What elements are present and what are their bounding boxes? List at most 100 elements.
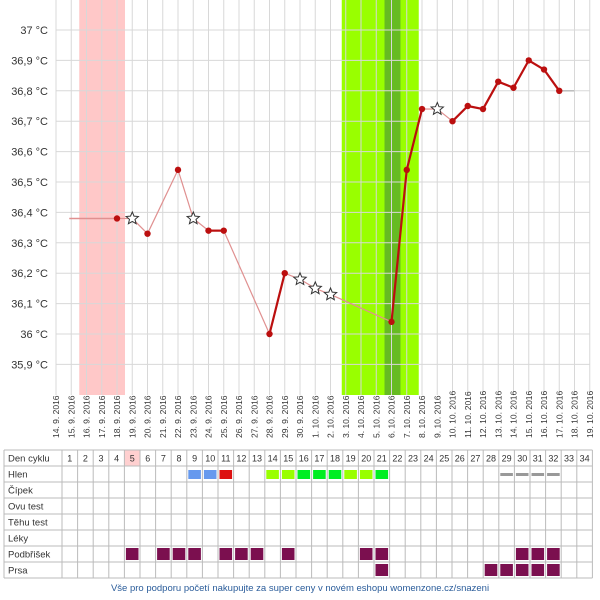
row-label: Léky: [8, 534, 28, 545]
y-tick-label: 36,1 °C: [11, 299, 48, 311]
cycle-day-number: 12: [236, 454, 246, 464]
data-point: [525, 57, 532, 64]
row-label: Čípek: [8, 486, 33, 497]
x-tick-label: 1. 10. 2016: [310, 395, 320, 438]
hlen-marker: [359, 470, 373, 479]
x-tick-label: 28. 9. 2016: [265, 395, 275, 438]
y-tick-label: 36,7 °C: [11, 116, 48, 128]
x-tick-label: 22. 9. 2016: [173, 395, 183, 438]
cycle-day-number: 17: [314, 454, 324, 464]
podbrisek-marker: [125, 548, 139, 560]
cycle-day-number: 8: [176, 454, 181, 464]
cycle-day-number: 24: [424, 454, 434, 464]
prsa-marker: [547, 564, 560, 576]
data-point: [510, 84, 517, 91]
series-segment: [177, 169, 194, 219]
x-tick-label: 15. 10. 2016: [524, 390, 534, 438]
footer-promo-link[interactable]: Vše pro podporu početí nakupujte za supe…: [110, 583, 490, 594]
y-tick-label: 35,9 °C: [11, 359, 48, 371]
data-point: [540, 66, 548, 73]
podbrisek-marker: [157, 548, 170, 560]
cycle-day-number: 21: [377, 454, 387, 464]
x-tick-label: 3. 10. 2016: [341, 395, 351, 438]
x-tick-label: 11. 10. 2016: [463, 391, 473, 438]
band-peak: [384, 0, 401, 395]
cycle-day-number: 23: [408, 454, 418, 464]
data-point-star: [307, 280, 323, 295]
data-point-star: [292, 271, 308, 286]
series-segment: [268, 272, 286, 335]
data-point: [403, 166, 410, 174]
cycle-day-number: 18: [330, 454, 340, 464]
hlen-marker: [313, 470, 326, 479]
row-label: Podbřišek: [8, 550, 50, 561]
podbrisek-marker: [250, 548, 264, 560]
y-tick-label: 36,5 °C: [11, 177, 48, 189]
data-point: [479, 105, 487, 113]
x-tick-label: 8. 10. 2016: [417, 395, 427, 438]
hlen-marker: [344, 470, 357, 479]
y-tick-label: 36,6 °C: [11, 147, 48, 159]
cycle-day-number: 4: [114, 454, 119, 464]
x-tick-label: 14. 9. 2016: [51, 395, 61, 438]
data-point: [449, 118, 456, 125]
cycle-day-number: 13: [252, 454, 262, 464]
cycle-day-number: 7: [161, 454, 166, 464]
hlen-marker: [188, 470, 201, 479]
data-point: [281, 270, 288, 277]
cycle-day-number: 20: [361, 454, 371, 464]
x-tick-label: 12. 10. 2016: [478, 390, 488, 438]
x-tick-label: 25. 9. 2016: [219, 395, 229, 438]
podbrisek-marker: [359, 548, 373, 560]
series-segment: [543, 68, 561, 92]
podbrisek-marker: [281, 548, 295, 560]
cycle-day-number: 31: [533, 454, 543, 464]
x-tick-label: 17. 9. 2016: [97, 395, 107, 438]
hlen-marker: [266, 470, 279, 479]
x-tick-label: 6. 10. 2016: [387, 395, 397, 438]
band-fertile-window: [341, 0, 419, 395]
cycle-day-number: 2: [83, 454, 88, 464]
prsa-marker: [531, 564, 545, 576]
cycle-day-number: 6: [145, 454, 150, 464]
cycle-day-number: 22: [392, 454, 402, 464]
data-point: [113, 215, 121, 222]
series-segment: [482, 81, 500, 110]
cycle-day-number: 11: [221, 454, 230, 464]
cycle-day-number: 33: [564, 454, 574, 464]
x-tick-label: 27. 9. 2016: [249, 395, 259, 438]
data-point: [418, 105, 426, 113]
x-tick-label: 20. 9. 2016: [143, 395, 153, 438]
cycle-day-number: 34: [580, 454, 590, 464]
cycle-day-number: 5: [130, 454, 135, 464]
hlen-marker: [515, 473, 529, 476]
x-tick-label: 24. 9. 2016: [204, 395, 214, 438]
y-tick-label: 37 °C: [20, 25, 48, 37]
x-tick-label: 15. 9. 2016: [66, 395, 76, 438]
prsa-marker: [375, 564, 389, 576]
data-point-star: [185, 210, 201, 225]
data-point: [144, 230, 151, 237]
x-tick-label: 7. 10. 2016: [402, 395, 412, 438]
x-tick-label: 16. 10. 2016: [539, 390, 549, 438]
cycle-day-number: 16: [299, 454, 309, 464]
x-tick-label: 10. 10. 2016: [448, 390, 458, 438]
podbrisek-marker: [515, 548, 529, 560]
cycle-day-number: 32: [548, 454, 558, 464]
series-segment: [223, 230, 271, 335]
data-point-star: [429, 101, 445, 116]
cycle-day-number: 3: [98, 454, 103, 464]
row-label: Těhu test: [8, 518, 48, 529]
data-point-star: [323, 286, 338, 301]
series-segment: [512, 59, 530, 89]
hlen-marker: [203, 470, 217, 479]
x-tick-label: 19. 9. 2016: [127, 395, 137, 438]
x-tick-label: 26. 9. 2016: [234, 395, 244, 438]
podbrisek-marker: [547, 548, 560, 560]
podbrisek-marker: [375, 548, 389, 560]
series-segment: [146, 169, 179, 234]
hlen-marker: [219, 470, 233, 479]
y-tick-label: 36 °C: [20, 329, 48, 341]
data-point: [205, 227, 212, 234]
data-point: [174, 166, 182, 174]
